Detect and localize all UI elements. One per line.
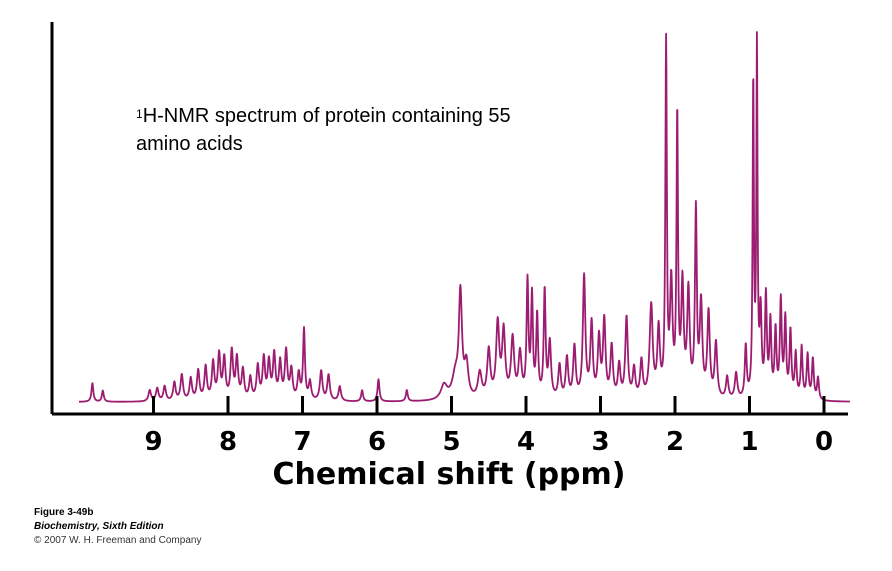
x-axis-label: Chemical shift (ppm) bbox=[273, 457, 626, 492]
x-tick-label-5: 5 bbox=[442, 427, 460, 457]
x-tick-label-1: 1 bbox=[740, 427, 758, 457]
x-tick-label-4: 4 bbox=[517, 427, 535, 457]
x-tick-label-2: 2 bbox=[666, 427, 684, 457]
annotation-line-2: amino acids bbox=[136, 133, 243, 155]
x-tick-label-7: 7 bbox=[293, 427, 311, 457]
spectrum-annotation: 1H-NMR spectrum of protein containing 55… bbox=[136, 102, 596, 158]
x-tick-label-8: 8 bbox=[219, 427, 237, 457]
annotation-line-1: 1H-NMR spectrum of protein containing 55 bbox=[136, 102, 596, 130]
copyright-notice: © 2007 W. H. Freeman and Company bbox=[34, 535, 202, 546]
book-title: Biochemistry, Sixth Edition bbox=[34, 521, 164, 532]
figure-number: Figure 3-49b bbox=[34, 507, 94, 518]
x-tick-label-9: 9 bbox=[144, 427, 162, 457]
annotation-superscript: 1 bbox=[136, 107, 143, 121]
spectrum-line bbox=[78, 31, 851, 403]
x-ticks: 9 8 7 6 5 4 3 2 1 0 bbox=[144, 396, 833, 457]
x-tick-label-3: 3 bbox=[591, 427, 609, 457]
x-tick-label-6: 6 bbox=[368, 427, 386, 457]
x-tick-label-0: 0 bbox=[815, 427, 833, 457]
figure-caption: Figure 3-49b Biochemistry, Sixth Edition… bbox=[34, 506, 201, 548]
annotation-text-1: H-NMR spectrum of protein containing 55 bbox=[142, 105, 511, 127]
